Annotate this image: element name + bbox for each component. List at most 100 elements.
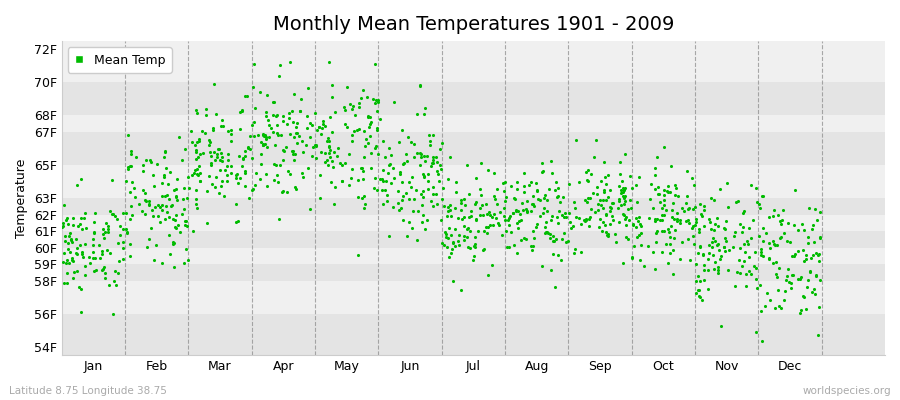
- Legend: Mean Temp: Mean Temp: [68, 47, 172, 73]
- Point: [596, 205, 610, 212]
- Point: [238, 148, 253, 154]
- Point: [434, 216, 448, 223]
- Point: [420, 171, 435, 177]
- Point: [270, 172, 284, 178]
- Point: [597, 189, 611, 196]
- Point: [410, 150, 424, 156]
- Point: [343, 101, 357, 108]
- Point: [299, 142, 313, 148]
- Point: [657, 186, 671, 193]
- Point: [186, 228, 201, 234]
- Point: [368, 144, 382, 151]
- Point: [63, 230, 77, 236]
- Point: [753, 308, 768, 314]
- Point: [235, 163, 249, 169]
- Point: [696, 252, 710, 258]
- Point: [606, 200, 620, 206]
- Point: [185, 172, 200, 178]
- Point: [425, 159, 439, 166]
- Point: [682, 256, 697, 263]
- Point: [732, 257, 746, 263]
- Point: [687, 240, 701, 247]
- Point: [111, 270, 125, 277]
- Point: [61, 240, 76, 246]
- Point: [766, 212, 780, 219]
- Point: [696, 251, 710, 257]
- Point: [254, 150, 268, 157]
- Point: [290, 120, 304, 126]
- Point: [94, 267, 109, 273]
- Point: [60, 270, 75, 276]
- Point: [536, 168, 551, 174]
- Point: [773, 221, 788, 228]
- Point: [691, 287, 706, 293]
- Point: [692, 293, 706, 300]
- Point: [613, 158, 627, 165]
- Point: [189, 106, 203, 113]
- Point: [285, 148, 300, 154]
- Point: [166, 241, 180, 248]
- Point: [352, 100, 366, 106]
- Point: [753, 282, 768, 288]
- Point: [462, 190, 476, 197]
- Point: [445, 246, 459, 252]
- Point: [497, 187, 511, 194]
- Point: [525, 246, 539, 253]
- Point: [286, 119, 301, 125]
- Point: [247, 133, 261, 140]
- Point: [475, 201, 490, 208]
- Point: [378, 187, 392, 194]
- Point: [101, 225, 115, 232]
- Point: [396, 193, 410, 200]
- Point: [622, 197, 636, 203]
- Point: [661, 182, 675, 189]
- Point: [78, 225, 93, 232]
- Point: [806, 252, 820, 258]
- Point: [654, 217, 669, 223]
- Point: [424, 198, 438, 204]
- Point: [312, 124, 327, 130]
- Point: [136, 187, 150, 193]
- Point: [419, 153, 434, 160]
- Point: [58, 217, 73, 224]
- Point: [349, 127, 364, 133]
- Point: [210, 154, 224, 160]
- Point: [482, 272, 496, 278]
- Point: [566, 198, 580, 205]
- Point: [87, 268, 102, 274]
- Point: [158, 148, 172, 154]
- Point: [100, 246, 114, 253]
- Point: [619, 234, 634, 240]
- Point: [538, 219, 553, 225]
- Point: [213, 167, 228, 174]
- Point: [441, 208, 455, 214]
- Point: [624, 205, 638, 211]
- Point: [663, 234, 678, 240]
- Point: [356, 168, 370, 175]
- Point: [157, 174, 171, 180]
- Point: [733, 221, 747, 228]
- Point: [238, 183, 252, 189]
- Point: [612, 219, 626, 226]
- Point: [688, 221, 702, 228]
- Point: [726, 244, 741, 250]
- Point: [367, 100, 382, 106]
- Point: [739, 271, 753, 278]
- Point: [170, 197, 184, 204]
- Point: [670, 218, 685, 224]
- Point: [475, 246, 490, 253]
- Point: [364, 164, 378, 171]
- Point: [595, 219, 609, 226]
- Point: [96, 231, 111, 237]
- Point: [194, 178, 208, 184]
- Point: [96, 235, 111, 241]
- Point: [58, 238, 72, 244]
- Point: [321, 142, 336, 149]
- Point: [618, 192, 633, 199]
- Point: [406, 208, 420, 214]
- Point: [65, 255, 79, 262]
- Y-axis label: Temperature: Temperature: [15, 158, 28, 238]
- Point: [159, 192, 174, 198]
- Point: [747, 263, 761, 270]
- Point: [190, 166, 204, 172]
